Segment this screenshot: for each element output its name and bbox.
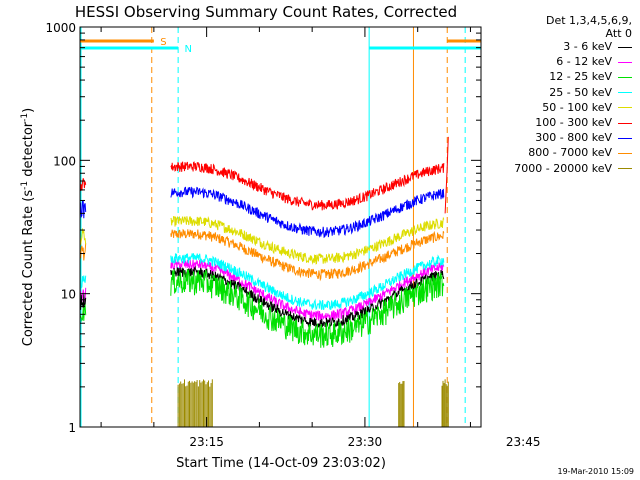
legend-swatch — [618, 107, 632, 109]
legend-label: 25 - 50 keV — [549, 85, 612, 99]
legend-swatch — [618, 137, 632, 139]
legend-item: 300 - 800 keV — [535, 131, 632, 144]
legend-item: 12 - 25 keV — [549, 70, 632, 83]
series-line — [170, 215, 445, 265]
night-flag-label: N — [184, 44, 191, 55]
x-axis-label: Start Time (14-Oct-09 23:03:02) — [176, 456, 386, 471]
legend-header-line: Att 0 — [605, 27, 632, 40]
legend-label: 100 - 300 keV — [535, 116, 612, 129]
legend-swatch — [618, 61, 632, 63]
series-line-segment — [80, 200, 87, 219]
legend-label: 800 - 7000 keV — [528, 146, 612, 160]
legend-label: 6 - 12 keV — [556, 55, 612, 69]
plot-area: SN — [80, 27, 481, 427]
plot-frame — [79, 26, 482, 428]
timestamp-footer: 19-Mar-2010 15:09 — [557, 467, 635, 476]
legend-item: 800 - 7000 keV — [528, 146, 632, 159]
series-line — [170, 253, 445, 311]
legend-swatch — [618, 76, 632, 78]
y-axis-label: Corrected Count Rate (s-1 detector-1) — [20, 108, 36, 346]
y-tick-label: 100 — [53, 154, 76, 168]
legend-item: 6 - 12 keV — [556, 55, 632, 68]
legend-header-line: Det 1,3,4,5,6,9, — [545, 14, 632, 27]
legend-label: 3 - 6 keV — [563, 40, 612, 53]
legend-item: 3 - 6 keV — [563, 40, 632, 53]
saa-flag-label: S — [160, 37, 166, 48]
legend-swatch — [618, 168, 632, 170]
series-line-segment — [80, 287, 87, 303]
series-line-segment — [444, 136, 449, 214]
series-line — [170, 161, 445, 211]
legend-item: 7000 - 20000 keV — [514, 162, 632, 175]
x-tick-label: 23:15 — [189, 435, 224, 449]
legend-item: 100 - 300 keV — [535, 116, 632, 129]
legend-swatch — [618, 152, 632, 154]
series-line — [170, 186, 445, 239]
legend-label: 50 - 100 keV — [542, 100, 612, 114]
y-tick-label: 1000 — [45, 21, 76, 35]
legend-swatch — [618, 46, 632, 48]
series-line — [170, 268, 445, 348]
y-tick-label: 10 — [61, 288, 76, 302]
series-line — [170, 228, 445, 282]
x-tick-label: 23:30 — [348, 435, 383, 449]
legend-swatch — [618, 92, 632, 94]
series-line-segment — [80, 178, 87, 191]
legend-header: Det 1,3,4,5,6,9, Att 0 — [546, 14, 632, 40]
legend-item: 25 - 50 keV — [549, 86, 632, 99]
legend-label: 12 - 25 keV — [549, 70, 612, 84]
x-tick-label: 23:45 — [506, 435, 541, 449]
plot-content: SN — [80, 27, 481, 427]
series-line — [170, 258, 445, 321]
series-line — [170, 265, 445, 328]
legend-label: 7000 - 20000 keV — [514, 161, 612, 175]
y-axis: 1 10 100 1000 — [45, 21, 481, 435]
legend-label: 300 - 800 keV — [535, 131, 612, 145]
chart-title: HESSI Observing Summary Count Rates, Cor… — [75, 3, 457, 21]
legend-item: 50 - 100 keV — [542, 101, 632, 114]
y-tick-label: 1 — [68, 421, 76, 435]
series-line-segment — [80, 275, 87, 289]
legend-swatch — [618, 122, 632, 124]
